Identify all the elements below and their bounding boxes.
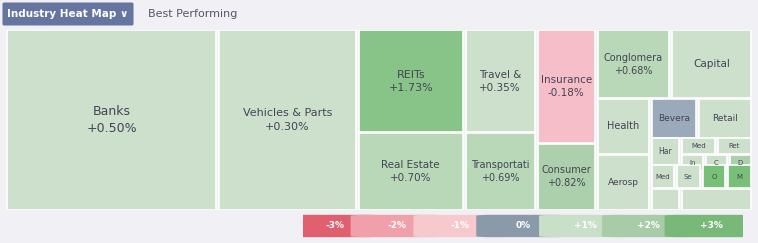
Bar	[597, 155, 649, 210]
Text: C: C	[714, 160, 719, 166]
Bar	[652, 99, 696, 138]
Text: +3%: +3%	[700, 221, 723, 230]
Text: Insurance
-0.18%: Insurance -0.18%	[540, 75, 592, 98]
Bar	[218, 30, 356, 210]
FancyBboxPatch shape	[288, 215, 381, 237]
Text: -2%: -2%	[388, 221, 407, 230]
Bar	[359, 133, 462, 210]
Bar	[597, 99, 649, 154]
FancyBboxPatch shape	[351, 215, 444, 237]
Text: +1%: +1%	[575, 221, 597, 230]
Text: D: D	[738, 160, 743, 166]
Bar	[728, 165, 750, 188]
Bar	[597, 30, 669, 98]
Text: Real Estate
+0.70%: Real Estate +0.70%	[381, 160, 440, 183]
FancyBboxPatch shape	[665, 215, 758, 237]
Bar	[8, 30, 215, 210]
Bar	[706, 155, 727, 171]
FancyBboxPatch shape	[2, 2, 133, 26]
Text: -3%: -3%	[325, 221, 344, 230]
Bar	[538, 30, 594, 143]
Bar	[703, 165, 725, 188]
Bar	[677, 165, 700, 188]
Text: Conglomera
+0.68%: Conglomera +0.68%	[604, 52, 663, 76]
Text: Industry Heat Map ∨: Industry Heat Map ∨	[8, 9, 129, 19]
Text: REITs
+1.73%: REITs +1.73%	[388, 70, 433, 93]
FancyBboxPatch shape	[476, 215, 570, 237]
Bar	[652, 165, 674, 188]
Bar	[682, 138, 715, 154]
FancyBboxPatch shape	[602, 215, 695, 237]
Text: Ret: Ret	[728, 143, 740, 149]
Text: Retail: Retail	[712, 114, 738, 123]
Bar	[538, 144, 594, 210]
Bar	[672, 30, 750, 98]
Bar	[359, 30, 462, 132]
Text: Aerosp: Aerosp	[608, 178, 639, 187]
Bar	[652, 189, 679, 210]
Text: Se: Se	[684, 174, 693, 180]
FancyBboxPatch shape	[539, 215, 633, 237]
Text: Best Performing: Best Performing	[148, 9, 237, 19]
Bar	[718, 138, 750, 154]
Text: Vehicles & Parts
+0.30%: Vehicles & Parts +0.30%	[243, 108, 332, 132]
Text: 0%: 0%	[515, 221, 531, 230]
Text: Transportati
+0.69%: Transportati +0.69%	[471, 160, 530, 183]
Bar	[465, 30, 535, 132]
Text: Capital: Capital	[693, 59, 730, 69]
Bar	[699, 99, 750, 138]
Text: In: In	[689, 160, 696, 166]
Bar	[652, 138, 679, 165]
Bar	[730, 155, 750, 171]
FancyBboxPatch shape	[413, 215, 507, 237]
Text: M: M	[736, 174, 742, 180]
Text: Health: Health	[607, 121, 640, 131]
Bar	[465, 133, 535, 210]
Bar	[682, 155, 703, 171]
Text: -1%: -1%	[451, 221, 470, 230]
Text: Har: Har	[659, 147, 672, 156]
Text: Consumer
+0.82%: Consumer +0.82%	[541, 165, 591, 188]
Text: O: O	[711, 174, 716, 180]
Text: Med: Med	[691, 143, 706, 149]
Text: Bevera: Bevera	[658, 114, 690, 123]
Text: +2%: +2%	[637, 221, 660, 230]
Text: Med: Med	[656, 174, 670, 180]
Text: Travel &
+0.35%: Travel & +0.35%	[479, 70, 522, 93]
Bar	[682, 189, 750, 210]
Text: Banks
+0.50%: Banks +0.50%	[86, 105, 137, 135]
